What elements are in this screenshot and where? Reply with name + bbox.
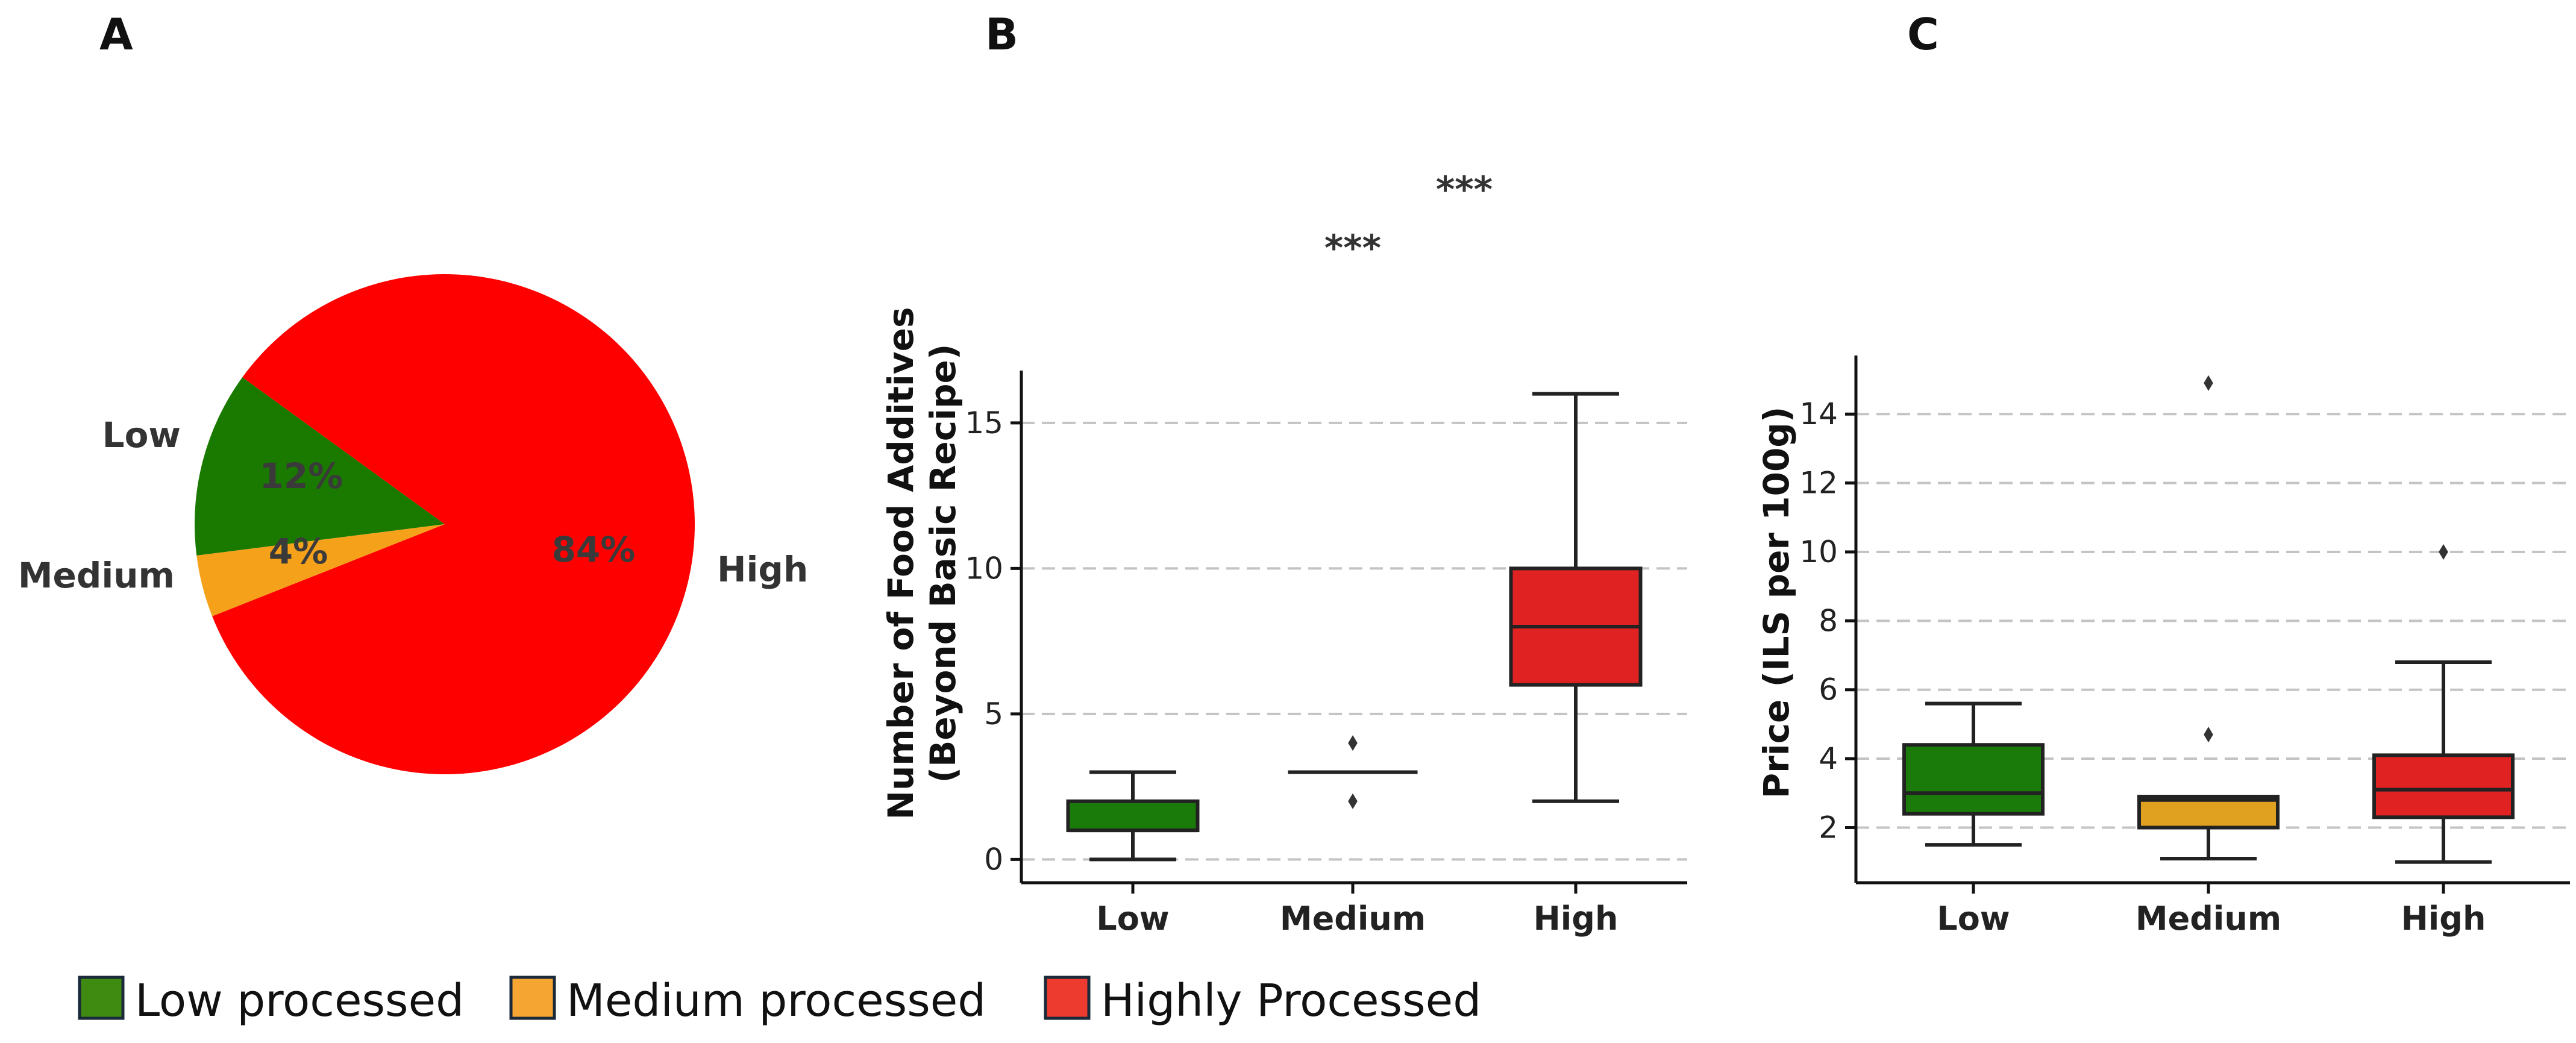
panel-c-ytick-label-8: 8 — [1819, 603, 1838, 638]
panel-b-ytick-label-5: 5 — [984, 697, 1003, 731]
legend-label-medium: Medium processed — [566, 975, 986, 1027]
pie-label-high: High — [717, 549, 808, 590]
pie-slice-low — [195, 377, 445, 556]
panel-b-flier-medium-1 — [1348, 793, 1358, 809]
panel-c-flier-medium-0 — [2204, 727, 2213, 743]
panel-c-ylabel: Price (ILS per 100g) — [1756, 407, 1797, 799]
panel-c-ytick-label-12: 12 — [1799, 466, 1838, 501]
legend-label-high: Highly Processed — [1101, 975, 1481, 1027]
box-plot-additives: 0 5 10 15 Low Medium High — [965, 371, 1687, 938]
pie-slice-high — [212, 274, 695, 774]
pie-label-low: Low — [102, 415, 181, 456]
legend-swatch-medium — [509, 976, 556, 1020]
pie-pct-medium: 4% — [269, 531, 328, 572]
panel-c-xtick-label-high: High — [2401, 900, 2486, 938]
panel-b-xtick-label-high: High — [1534, 900, 1619, 938]
panel-b-ylabel-line1: Number of Food Additives — [880, 307, 921, 820]
panel-b-ytick-label-15: 15 — [965, 406, 1003, 440]
panel-c-ytick-label-6: 6 — [1819, 672, 1838, 707]
legend-swatch-high — [1044, 976, 1091, 1020]
panel-b-xtick-label-medium: Medium — [1280, 900, 1426, 938]
panel-c-ytick-label-2: 2 — [1819, 810, 1838, 845]
pie-pct-low: 12% — [260, 456, 343, 496]
panel-label-a: A — [99, 9, 133, 60]
legend-label-low: Low processed — [135, 975, 464, 1027]
pie-chart — [195, 274, 695, 774]
panel-b-flier-medium-0 — [1348, 735, 1358, 751]
panel-label-b: B — [985, 9, 1018, 60]
panel-b-ytick-label-0: 0 — [984, 842, 1003, 877]
panel-b-ytick-label-10: 10 — [965, 551, 1003, 586]
legend: Low processed Medium processed Highly Pr… — [78, 975, 1481, 1027]
significance-low-medium: *** — [1324, 227, 1381, 269]
panel-c-xtick-label-low: Low — [1937, 900, 2010, 938]
pie-pct-high: 84% — [552, 529, 636, 570]
panel-c-box-low — [1902, 743, 2045, 816]
pie-slice-medium — [196, 524, 445, 616]
panel-c-xtick-label-medium: Medium — [2136, 900, 2281, 938]
panel-c-box-high — [2372, 753, 2515, 819]
panel-b-ylabel-line2: (Beyond Basic Recipe) — [923, 344, 964, 783]
box-plot-price: 2 4 6 8 10 12 14 Low Medium High — [1799, 355, 2570, 938]
panel-b-box-low — [1066, 799, 1200, 833]
panel-b-xtick-label-low: Low — [1096, 900, 1169, 938]
panel-c-ytick-label-10: 10 — [1799, 534, 1838, 569]
panel-c-ytick-label-14: 14 — [1799, 396, 1838, 431]
panel-c-ytick-label-4: 4 — [1819, 741, 1838, 776]
panel-label-c: C — [1907, 9, 1939, 60]
significance-low-high: *** — [1436, 169, 1493, 211]
panel-c-flier-medium-1 — [2204, 375, 2213, 391]
panel-c-flier-high-0 — [2439, 543, 2448, 560]
pie-label-medium: Medium — [18, 555, 175, 596]
legend-swatch-low — [78, 976, 125, 1020]
